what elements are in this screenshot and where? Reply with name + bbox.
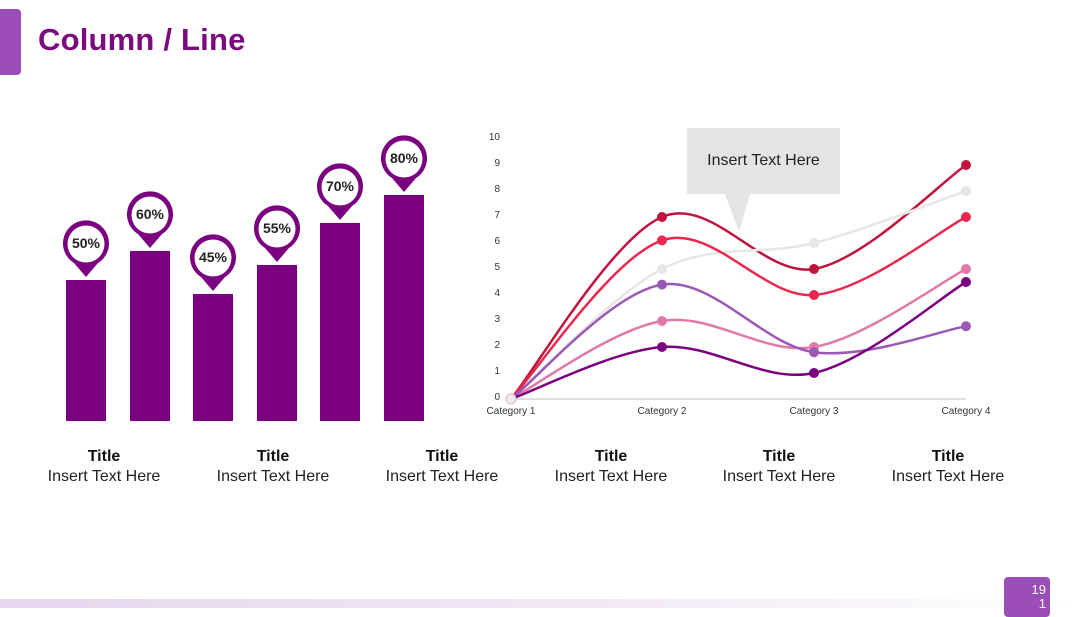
caption-text: Insert Text Here (554, 468, 668, 485)
x-axis-tick-label: Category 4 (941, 406, 991, 417)
map-pin-icon (63, 219, 109, 277)
page-number-overflow: 1 (1038, 596, 1046, 611)
caption-text: Insert Text Here (47, 468, 161, 485)
caption-title: Title (931, 448, 965, 465)
map-pin-icon (254, 205, 300, 263)
caption-5: Title Insert Text Here (695, 447, 863, 487)
map-pin-icon (317, 163, 363, 220)
column-bar (320, 222, 360, 421)
caption-title: Title (256, 448, 290, 465)
caption-title: Title (762, 448, 796, 465)
line-chart-plot (505, 160, 971, 405)
y-axis-tick-label: 3 (494, 314, 500, 325)
line-series (510, 267, 967, 401)
line-chart: 0 1 2 3 4 5 6 7 8 9 10 Category 1 Category 2 Category… (470, 125, 1030, 425)
page-title: Column / Line (38, 22, 246, 57)
value-pin-marker: 70% (314, 161, 366, 221)
caption-4: Title Insert Text Here (527, 447, 695, 487)
y-axis-tick-label: 7 (494, 210, 500, 221)
caption-title: Title (594, 448, 628, 465)
y-axis-tick-label: 0 (494, 392, 500, 403)
line-series (510, 280, 967, 401)
value-pin-marker: 60% (124, 189, 176, 249)
line-series (510, 189, 967, 400)
caption-1: Title Insert Text Here (20, 447, 188, 487)
pin-value-label: 70% (325, 177, 355, 194)
y-axis-tick-label: 5 (494, 262, 500, 273)
data-point-marker (961, 277, 971, 287)
data-point-marker (657, 316, 667, 326)
caption-2: Title Insert Text Here (189, 447, 357, 487)
y-axis-tick-label: 9 (494, 158, 500, 169)
data-point-marker (961, 321, 971, 332)
map-pin-icon (381, 134, 427, 192)
column-bar (384, 194, 424, 421)
data-point-marker (657, 264, 667, 274)
y-axis-tick-label: 6 (494, 236, 500, 247)
caption-title: Title (87, 448, 121, 465)
data-point-marker (657, 342, 667, 352)
data-point-marker (809, 264, 819, 274)
data-point-marker (657, 235, 667, 246)
line-series (510, 163, 967, 400)
data-point-marker (961, 264, 971, 274)
data-point-marker (809, 238, 819, 248)
column-bar (66, 279, 106, 421)
callout-text: Insert Text Here (707, 152, 820, 169)
callout-box: Insert Text Here (687, 128, 840, 232)
callout-shape (687, 128, 840, 232)
data-point-marker (657, 279, 667, 290)
y-axis-tick-label: 10 (488, 132, 500, 143)
caption-text: Insert Text Here (385, 468, 499, 485)
page-number-badge: 19 1 (1004, 577, 1050, 617)
pin-value-label: 50% (71, 234, 101, 251)
column-chart: 50% 60% 45% 55% 70% 80% (0, 0, 460, 430)
caption-6: Title Insert Text Here (864, 447, 1032, 487)
value-pin-marker: 45% (187, 232, 239, 292)
data-point-marker (809, 368, 819, 378)
data-point-marker (961, 160, 971, 170)
x-axis-tick-label: Category 2 (637, 406, 687, 417)
data-point-marker (809, 347, 819, 358)
pin-value-label: 55% (262, 220, 292, 237)
caption-text: Insert Text Here (216, 468, 330, 485)
x-axis-tick-label: Category 3 (789, 406, 839, 417)
column-bar (130, 251, 170, 421)
value-pin-marker: 50% (60, 218, 112, 278)
caption-text: Insert Text Here (891, 468, 1005, 485)
y-axis-tick-label: 2 (494, 340, 500, 351)
data-point-marker (961, 186, 971, 196)
title-accent-tab (0, 9, 21, 75)
origin-marker (505, 393, 517, 405)
captions-row: Title Insert Text Here Title Insert Text… (20, 447, 1064, 497)
value-pin-marker: 55% (251, 203, 303, 263)
caption-text: Insert Text Here (722, 468, 836, 485)
y-axis-tick-label: 8 (494, 184, 500, 195)
pin-value-label: 80% (389, 149, 419, 166)
column-bar (257, 265, 297, 421)
pin-value-label: 60% (135, 206, 165, 223)
page-number: 19 (1031, 582, 1046, 597)
map-pin-icon (190, 234, 236, 291)
x-axis-tick-label: Category 1 (486, 406, 536, 417)
caption-3: Title Insert Text Here (358, 447, 526, 487)
map-pin-icon (127, 191, 173, 249)
column-bar (193, 293, 233, 421)
data-point-marker (961, 212, 971, 222)
line-series (510, 215, 967, 400)
pin-value-label: 45% (198, 248, 228, 265)
data-point-marker (809, 290, 819, 300)
y-axis-tick-label: 1 (494, 366, 500, 377)
caption-title: Title (425, 448, 459, 465)
data-point-marker (657, 212, 667, 222)
y-axis-tick-label: 4 (494, 288, 500, 299)
value-pin-marker: 80% (378, 133, 430, 193)
footer-gradient-bar (0, 599, 1080, 608)
line-series (510, 282, 967, 400)
